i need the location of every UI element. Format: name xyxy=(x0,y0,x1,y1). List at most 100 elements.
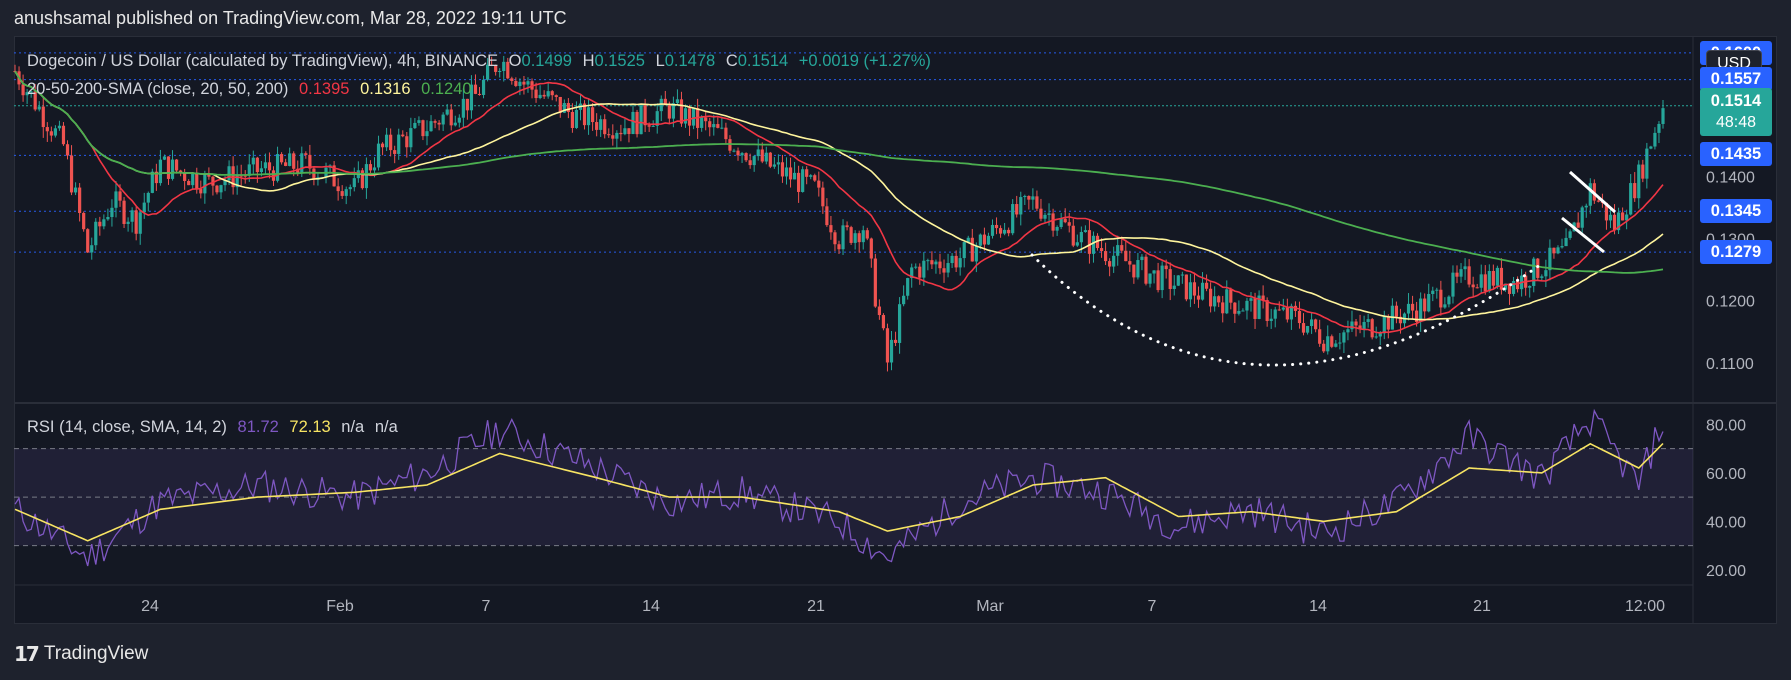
candle-body xyxy=(1071,225,1075,246)
flag-upper-line xyxy=(1569,170,1616,214)
candle xyxy=(696,98,700,139)
candle-body xyxy=(728,139,732,151)
candle xyxy=(627,128,631,143)
time-label-9: 12:00 xyxy=(1625,598,1665,615)
candle-body xyxy=(1128,261,1132,265)
candle xyxy=(1394,301,1399,324)
candle-body xyxy=(142,202,146,213)
candle xyxy=(998,225,1003,238)
candle-body xyxy=(405,136,409,148)
candle-body xyxy=(490,64,494,66)
candle-body xyxy=(421,120,425,137)
candle-body xyxy=(683,108,688,124)
candle-body xyxy=(562,103,566,113)
candle-body xyxy=(1087,230,1092,254)
candle-body xyxy=(542,94,546,97)
candle-body xyxy=(162,156,167,160)
candle xyxy=(1338,332,1342,350)
candle xyxy=(1637,160,1641,209)
candle xyxy=(380,142,385,156)
candle-body xyxy=(1338,342,1342,344)
candle xyxy=(1192,272,1197,304)
candle-body xyxy=(1471,284,1475,288)
candle-body xyxy=(304,153,308,155)
candle xyxy=(429,115,433,132)
candle-body xyxy=(360,170,364,189)
candle xyxy=(235,165,239,195)
candle-body xyxy=(1406,303,1411,314)
candle-body xyxy=(1625,214,1629,221)
candle xyxy=(1269,308,1273,329)
candle-body xyxy=(1394,305,1399,317)
candle-body xyxy=(1136,260,1140,278)
candle xyxy=(1249,291,1253,312)
candle-body xyxy=(417,120,421,123)
candle-body xyxy=(1621,212,1625,221)
candle xyxy=(1435,287,1439,299)
candle-body xyxy=(817,180,821,188)
candle-body xyxy=(1180,274,1184,276)
candle xyxy=(1293,301,1298,317)
candle xyxy=(910,263,914,288)
candle-body xyxy=(1039,208,1043,219)
candle xyxy=(174,158,179,174)
candle xyxy=(477,87,482,96)
candle-body xyxy=(1633,183,1637,199)
candle-body xyxy=(853,233,857,243)
candle xyxy=(1507,283,1512,305)
candle xyxy=(1176,275,1180,286)
candle-body xyxy=(869,238,873,259)
candle-body xyxy=(1447,296,1451,305)
candle-body xyxy=(1297,310,1302,324)
candle-body xyxy=(538,94,542,99)
candle xyxy=(284,158,288,167)
candle-body xyxy=(441,114,445,125)
candle xyxy=(1180,271,1184,284)
candle xyxy=(502,55,506,82)
candle-body xyxy=(1475,287,1479,289)
candle xyxy=(938,253,942,275)
candle xyxy=(1188,273,1193,308)
candle xyxy=(1217,295,1221,308)
candle-body xyxy=(607,134,611,136)
candle-body xyxy=(809,175,813,177)
candle xyxy=(958,247,962,276)
candle-body xyxy=(170,159,175,179)
tradingview-logo[interactable]: 17 TradingView xyxy=(14,642,148,666)
candle xyxy=(1273,306,1277,328)
candle xyxy=(332,161,336,187)
candle xyxy=(61,122,66,146)
candle xyxy=(154,163,158,191)
candle-body xyxy=(122,200,126,224)
candle-body xyxy=(724,127,728,140)
candle-body xyxy=(1641,164,1645,179)
candle xyxy=(1099,238,1104,258)
candle xyxy=(53,125,57,138)
candle-body xyxy=(348,187,352,190)
candle xyxy=(94,218,98,251)
candle xyxy=(142,192,146,219)
candle-body xyxy=(288,153,292,166)
candle xyxy=(982,227,987,251)
candle xyxy=(744,152,748,163)
candle-body xyxy=(623,128,627,135)
candle-body xyxy=(687,108,692,126)
candle-body xyxy=(25,92,29,96)
candle-body xyxy=(1382,316,1386,334)
candle-body xyxy=(1435,289,1439,291)
candle-body xyxy=(704,117,708,122)
candle-body xyxy=(603,119,607,135)
candle xyxy=(37,101,41,112)
candle xyxy=(849,225,853,245)
candle xyxy=(1200,272,1205,301)
candle-body xyxy=(473,84,478,94)
candle xyxy=(655,103,659,134)
candle-body xyxy=(33,91,37,110)
candle-body xyxy=(978,234,982,246)
candle xyxy=(619,124,623,142)
candle-body xyxy=(881,315,886,329)
sma200-value: 0.1240 xyxy=(421,80,472,98)
publisher-header: anushsamal published on TradingView.com,… xyxy=(0,0,1791,36)
candle xyxy=(481,75,486,99)
